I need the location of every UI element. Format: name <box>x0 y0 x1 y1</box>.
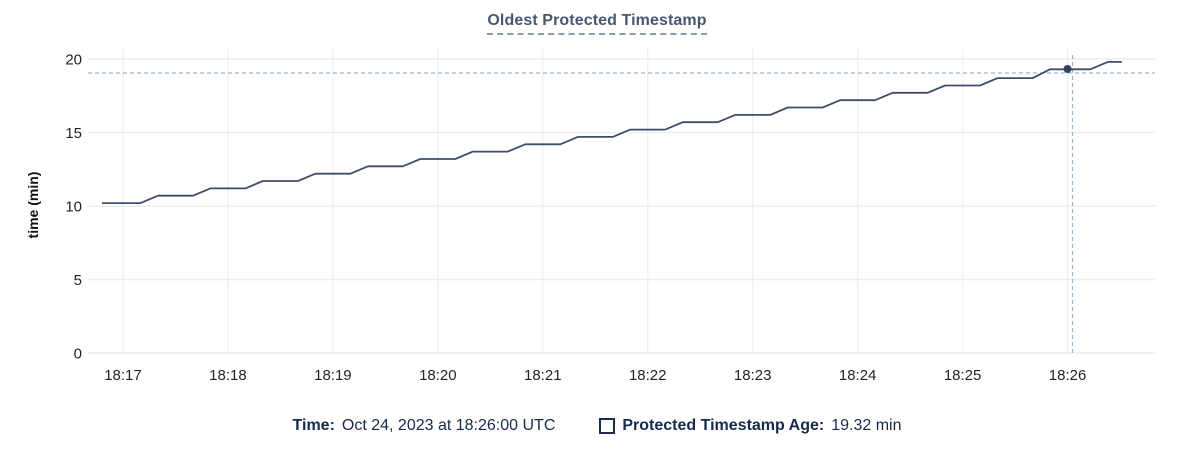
x-tick-label: 18:22 <box>629 367 667 384</box>
chart-title-row: Oldest Protected Timestamp <box>0 12 1194 35</box>
legend-series-item[interactable]: Protected Timestamp Age: 19.32 min <box>599 417 901 435</box>
y-tick-label: 0 <box>74 345 82 362</box>
x-tick-label: 18:26 <box>1049 367 1087 384</box>
x-tick-label: 18:23 <box>734 367 772 384</box>
legend-series-value: 19.32 min <box>831 417 902 434</box>
x-tick-label: 18:18 <box>209 367 247 384</box>
y-tick-label: 10 <box>65 198 82 215</box>
y-tick-label: 15 <box>65 125 82 142</box>
series-line <box>102 61 1122 205</box>
hover-point <box>1063 64 1072 73</box>
chart-legend: Time: Oct 24, 2023 at 18:26:00 UTC Prote… <box>0 417 1194 435</box>
legend-time-item: Time: Oct 24, 2023 at 18:26:00 UTC <box>293 417 556 435</box>
y-tick-label: 5 <box>74 272 82 289</box>
x-tick-label: 18:24 <box>839 367 877 384</box>
series-checkbox[interactable] <box>599 418 616 434</box>
x-tick-label: 18:19 <box>314 367 352 384</box>
chart-title[interactable]: Oldest Protected Timestamp <box>487 12 707 35</box>
x-tick-label: 18:17 <box>104 367 142 384</box>
legend-time-value: Oct 24, 2023 at 18:26:00 UTC <box>341 417 556 434</box>
x-tick-label: 18:20 <box>419 367 457 384</box>
legend-series-label: Protected Timestamp Age: <box>622 417 825 434</box>
x-tick-label: 18:25 <box>944 367 982 384</box>
oldest-protected-timestamp-chart[interactable]: 18:17 18:18 18:19 18:20 18:21 18:22 18:23 18:24… <box>0 0 1194 400</box>
y-tick-label: 20 <box>65 51 82 68</box>
legend-time-label: Time: <box>292 417 335 434</box>
x-tick-label: 18:21 <box>524 367 562 384</box>
